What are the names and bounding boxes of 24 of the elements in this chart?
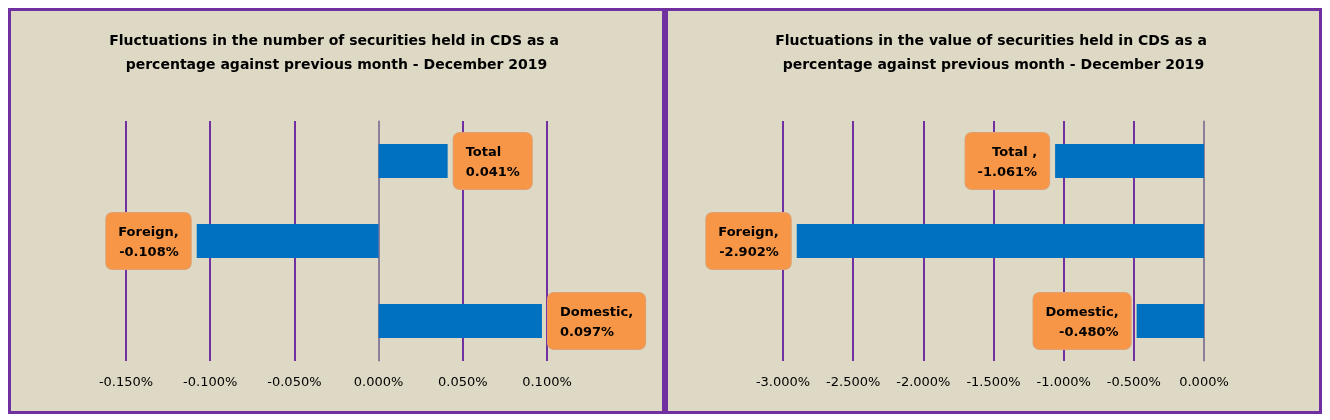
chart-title: Fluctuations in the number of securities held in CDS as a percentage against previous month - December 2019 — [109, 32, 564, 72]
x-tick-label: -0.050% — [267, 374, 322, 389]
x-tick-label: -1.500% — [966, 374, 1021, 389]
x-tick-label: 0.050% — [438, 374, 488, 389]
chart-title: Fluctuations in the value of securities held in CDS as a percentage against previous month - December 2019 — [775, 32, 1212, 72]
bar — [378, 144, 448, 178]
x-tick-label: -0.150% — [98, 374, 154, 389]
x-tick-label: 0.000% — [1179, 374, 1229, 389]
data-label: Foreign, -0.108% — [118, 223, 179, 259]
data-label: Total , -1.061% — [977, 143, 1038, 179]
data-label: Foreign, -2.902% — [718, 223, 779, 259]
x-tick-label: 0.000% — [353, 374, 404, 389]
data-label: Domestic, 0.097% — [559, 303, 634, 339]
x-tick-label: 0.100% — [522, 374, 572, 389]
x-tick-label: -1.000% — [1036, 374, 1091, 389]
x-tick-label: -2.500% — [826, 374, 881, 389]
x-tick-label: -2.000% — [896, 374, 951, 389]
data-label: Domestic, -0.480% — [1045, 303, 1119, 339]
x-tick-label: -0.500% — [1106, 374, 1161, 389]
x-tick-label: -3.000% — [755, 374, 811, 389]
bar — [378, 304, 542, 338]
x-tick-label: -0.100% — [183, 374, 238, 389]
data-label: Total 0.041% — [465, 143, 520, 179]
bar — [196, 224, 379, 258]
